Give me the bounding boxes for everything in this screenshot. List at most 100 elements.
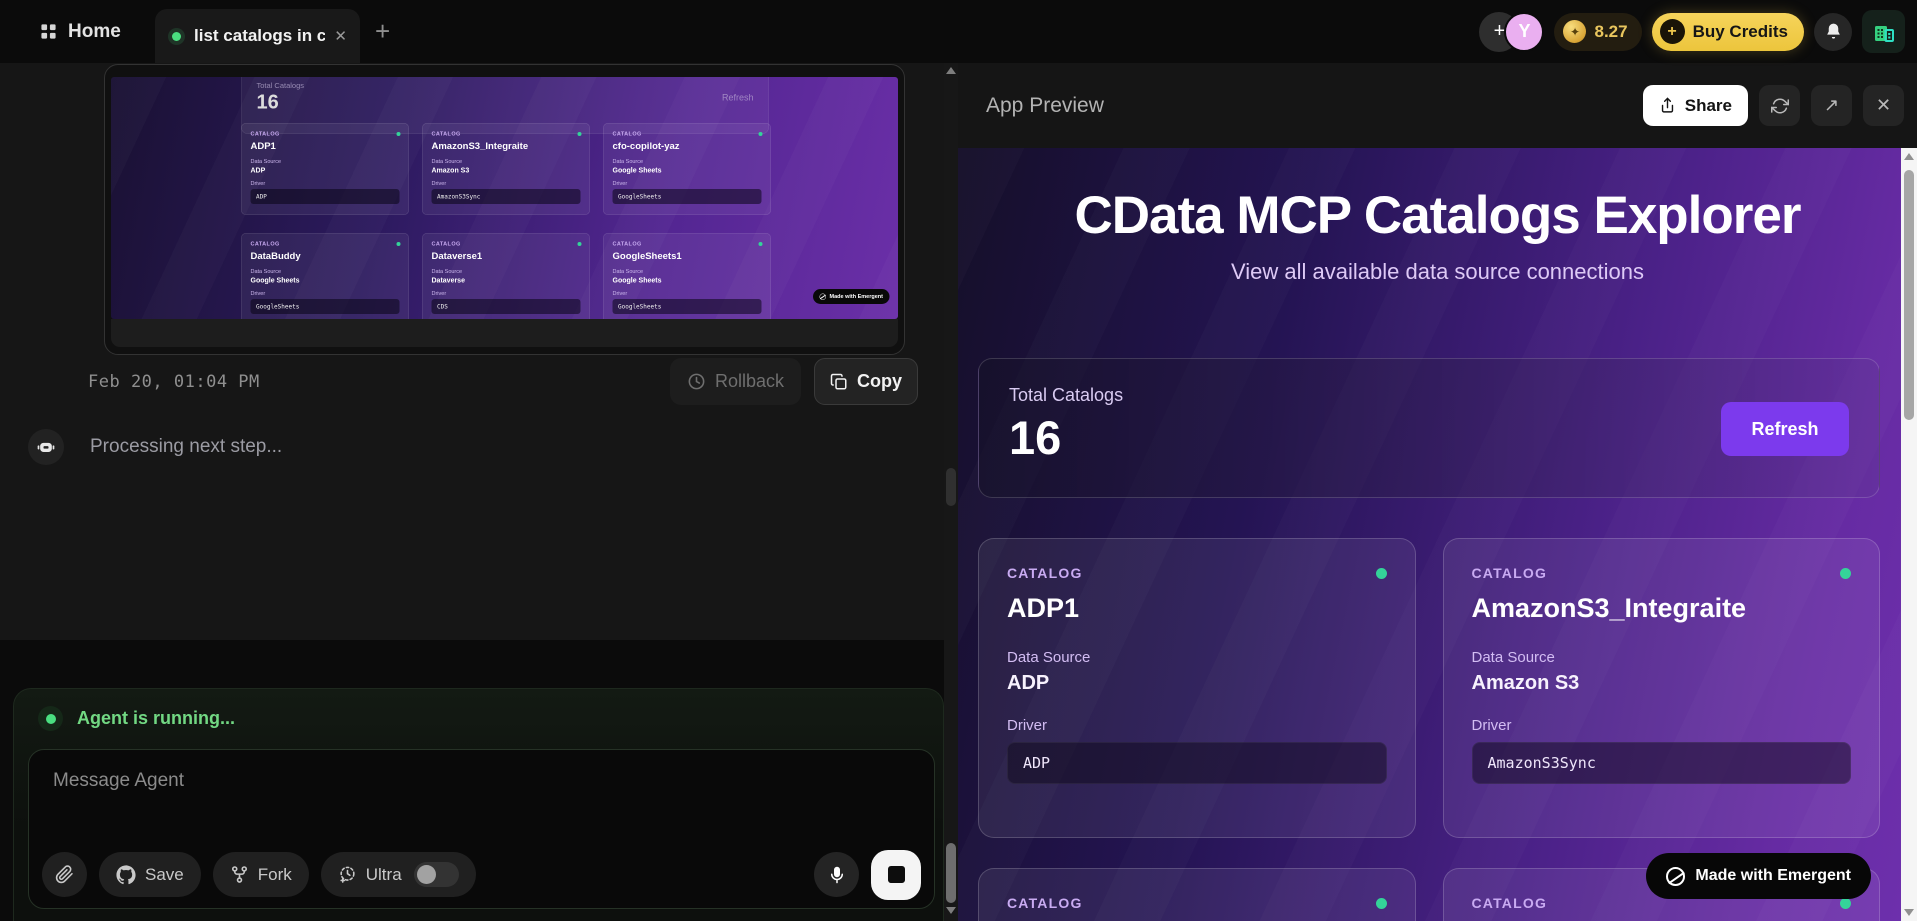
preview-scroll-up-arrow[interactable] [1904, 153, 1914, 160]
thumb-total-label: Total Catalogs [256, 81, 305, 91]
stop-button[interactable] [871, 849, 921, 900]
processing-status-text: Processing next step... [90, 436, 283, 457]
refresh-button[interactable]: Refresh [1721, 402, 1849, 456]
ultra-clock-icon [340, 866, 355, 883]
ultra-toggle-pill[interactable]: Ultra [320, 852, 476, 897]
close-preview-button[interactable]: ✕ [1863, 85, 1904, 126]
open-in-new-button[interactable]: ↗ [1811, 85, 1852, 126]
thumb-catalog-card: CATALOG Dataverse1 Data Source Dataverse… [422, 233, 590, 319]
app-screenshot-message[interactable]: Total Catalogs 16 Refresh CATALOG ADP1 D… [104, 64, 905, 355]
thumb-driver-label: Driver [431, 180, 447, 187]
thumb-catalog-grid: CATALOG ADP1 Data Source ADP Driver ADP … [241, 123, 771, 319]
share-button[interactable]: Share [1642, 85, 1748, 126]
chat-scrollbar-thumb[interactable] [946, 468, 956, 506]
preview-scrollbar-thumb[interactable] [1904, 170, 1914, 420]
new-tab-button[interactable]: + [375, 16, 391, 46]
apps-grid-icon [41, 24, 56, 39]
data-source-value: Amazon S3 [1471, 672, 1580, 694]
data-source-label: Data Source [1471, 649, 1555, 666]
avatar[interactable]: Y [1504, 11, 1545, 52]
thumb-data-source-label: Data Source [612, 268, 644, 275]
home-button[interactable]: Home [40, 0, 121, 63]
top-bar: Home list catalogs in c... ✕ + + Y ✦ 8.2… [0, 0, 1917, 63]
preview-scrollbar[interactable] [1901, 148, 1917, 921]
thumb-data-source-label: Data Source [431, 158, 463, 165]
message-input[interactable] [35, 756, 928, 842]
thumb-catalog-name: Dataverse1 [431, 251, 483, 262]
thumb-driver-value: CDS [431, 299, 581, 314]
thumb-data-source-label: Data Source [431, 268, 463, 275]
made-with-emergent-badge[interactable]: Made with Emergent [1646, 853, 1871, 899]
fork-button[interactable]: Fork [212, 852, 309, 897]
tab-close-icon[interactable]: ✕ [334, 28, 347, 45]
sync-icon [1770, 98, 1789, 113]
stop-icon [887, 866, 905, 883]
thumb-data-source-value: Google Sheets [612, 166, 662, 174]
catalog-label: CATALOG [1007, 565, 1083, 581]
app-title: CData MCP Catalogs Explorer [1074, 186, 1802, 245]
copy-icon [830, 373, 847, 389]
thumb-catalog-label: CATALOG [250, 131, 280, 137]
credits-pill[interactable]: ✦ 8.27 [1554, 12, 1642, 51]
thumb-data-source-label: Data Source [250, 268, 282, 275]
thumb-catalog-card: CATALOG ADP1 Data Source ADP Driver ADP [241, 123, 409, 215]
thumb-data-source-value: Amazon S3 [431, 166, 470, 174]
app-screenshot-thumbnail: Total Catalogs 16 Refresh CATALOG ADP1 D… [111, 77, 898, 319]
chat-scrollbar[interactable] [944, 63, 958, 921]
catalog-status-dot [1840, 897, 1851, 909]
thumb-driver-label: Driver [612, 290, 628, 297]
notifications-button[interactable] [1814, 12, 1852, 51]
preview-scroll-down-arrow[interactable] [1904, 909, 1914, 916]
home-label: Home [68, 20, 121, 42]
catalog-status-dot [1375, 897, 1387, 909]
thumb-driver-value: GoogleSheets [250, 299, 400, 314]
catalog-card[interactable]: CATALOG ADP1 Data Source ADP Driver ADP [978, 538, 1416, 838]
refresh-preview-button[interactable] [1759, 85, 1800, 126]
rollback-button[interactable]: Rollback [669, 358, 801, 405]
thumb-status-dot [396, 132, 401, 136]
thumb-catalog-name: GoogleSheets1 [612, 251, 682, 262]
agent-status-text: Agent is running... [77, 708, 235, 728]
scroll-down-arrow[interactable] [946, 907, 956, 914]
coin-icon: ✦ [1563, 20, 1587, 43]
app-preview-header: App Preview Share ↗ ✕ [958, 63, 1917, 148]
ultra-toggle[interactable] [413, 862, 459, 887]
thumb-driver-label: Driver [431, 290, 447, 297]
thumb-catalog-name: ADP1 [250, 141, 276, 152]
mic-button[interactable] [814, 852, 859, 897]
save-button[interactable]: Save [99, 852, 201, 897]
composer-scrollbar-thumb[interactable] [946, 843, 956, 903]
thumb-catalog-name: DataBuddy [250, 251, 301, 262]
message-input-container: Save Fork Ultra [28, 749, 935, 909]
chat-panel: Total Catalogs 16 Refresh CATALOG ADP1 D… [0, 63, 944, 921]
thumb-catalog-card: CATALOG DataBuddy Data Source Google She… [241, 233, 409, 319]
catalog-card[interactable]: CATALOG AmazonS3_Integraite Data Source … [1442, 538, 1880, 838]
thumb-catalog-label: CATALOG [431, 131, 461, 137]
app-preview-frame: CData MCP Catalogs Explorer View all ava… [958, 148, 1917, 921]
catalog-label: CATALOG [1471, 895, 1548, 911]
data-source-label: Data Source [1007, 649, 1091, 666]
thumb-made-with-emergent-badge: Made with Emergent [813, 289, 890, 304]
scroll-up-arrow[interactable] [946, 67, 956, 74]
catalog-card[interactable]: CATALOG cfo-copilot-yaz Data Source Goog… [978, 868, 1416, 921]
copy-button[interactable]: Copy [814, 358, 918, 405]
thumb-data-source-label: Data Source [250, 158, 282, 165]
share-icon [1661, 97, 1673, 113]
tab-title: list catalogs in c... [194, 26, 326, 45]
composer-sheet: Agent is running... Save [13, 688, 944, 921]
emergent-logo-icon [819, 293, 826, 300]
tab-list-catalogs[interactable]: list catalogs in c... ✕ [155, 9, 360, 63]
thumb-data-source-label: Data Source [612, 158, 644, 165]
workspace-app-button[interactable] [1862, 10, 1905, 53]
app-subtitle: View all available data source connectio… [1231, 259, 1644, 284]
catalog-status-dot [1375, 567, 1387, 579]
buy-credits-button[interactable]: + Buy Credits [1651, 12, 1804, 51]
thumb-catalog-label: CATALOG [612, 131, 642, 137]
total-catalogs-value: 16 [1009, 411, 1062, 464]
driver-label: Driver [1007, 717, 1047, 734]
thumb-status-dot [758, 242, 763, 246]
thumb-catalog-name: cfo-copilot-yaz [612, 141, 680, 152]
attach-button[interactable] [42, 852, 87, 897]
history-icon [688, 373, 705, 390]
emergent-logo-icon [1666, 866, 1686, 886]
